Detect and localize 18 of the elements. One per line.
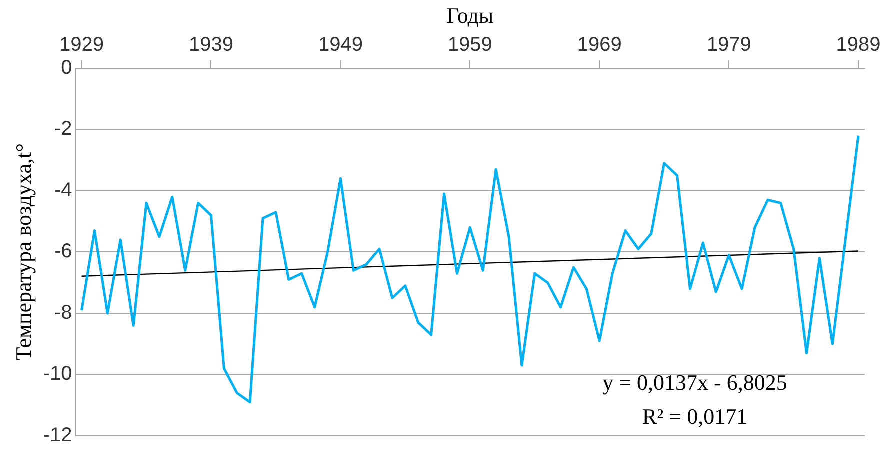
annotation: y = 0,0137x - 6,8025 — [602, 370, 788, 395]
y-tick-label: -10 — [43, 363, 72, 386]
y-tick-label: 0 — [61, 56, 72, 79]
x-tick-label: 1979 — [706, 34, 752, 56]
x-tick-label: 1959 — [448, 34, 492, 56]
x-tick-label: 1969 — [577, 34, 622, 56]
y-tick-label: -6 — [54, 240, 72, 263]
annotation: R² = 0,0171 — [642, 404, 748, 429]
y-tick-label: -8 — [54, 302, 72, 324]
x-axis-title: Годы — [446, 2, 494, 28]
x-tick-label: 1989 — [836, 34, 881, 56]
y-tick-label: -12 — [43, 424, 72, 447]
y-tick-label: -4 — [54, 179, 72, 202]
x-tick-label: 1929 — [60, 34, 104, 56]
y-axis-title: Температура воздуха,t° — [10, 144, 36, 361]
x-tick-label: 1949 — [318, 34, 363, 56]
x-tick-label: 1939 — [188, 34, 234, 56]
y-tick-label: -2 — [54, 118, 72, 140]
